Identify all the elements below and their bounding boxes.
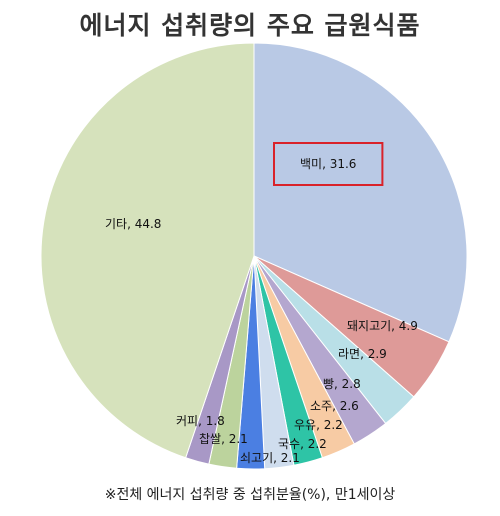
highlight-box [273,142,384,186]
pie-slice-10 [40,42,255,459]
slice-label-4: 소주, 2.6 [310,399,359,413]
slice-label-7: 쇠고기, 2.1 [240,451,300,465]
slice-label-0: 백미, 31.6 [300,157,356,171]
slice-label-10: 기타, 44.8 [105,217,161,231]
slice-label-6: 국수, 2.2 [278,437,327,451]
chart-title: 에너지 섭취량의 주요 급원식품 [79,11,421,40]
slice-label-9: 커피, 1.8 [176,414,225,428]
slice-label-1: 돼지고기, 4.9 [347,319,418,333]
slice-label-2: 라면, 2.9 [338,347,387,361]
slice-label-8: 찹쌀, 2.1 [199,432,248,446]
slice-label-3: 빵, 2.8 [323,377,361,391]
footnote: ※전체 에너지 섭취량 중 섭취분율(%), 만1세이상 [104,487,396,503]
slice-label-5: 우유, 2.2 [294,418,343,432]
pie-slice-0 [253,42,468,343]
